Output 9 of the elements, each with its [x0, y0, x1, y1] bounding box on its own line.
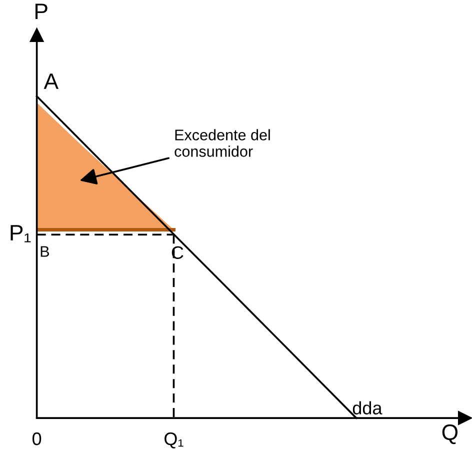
x-tick-label: 0 — [32, 432, 42, 446]
annotation: Excedente del consumidor — [174, 129, 270, 157]
x-axis-title: Q — [442, 424, 458, 444]
annotation: dda — [352, 401, 382, 414]
y-axis-title: P — [36, 4, 48, 19]
x-tick-label: Q₁ — [164, 432, 184, 448]
annotation: P₁ — [10, 225, 31, 242]
annotation: A — [44, 74, 59, 89]
annotation: B — [40, 246, 49, 257]
